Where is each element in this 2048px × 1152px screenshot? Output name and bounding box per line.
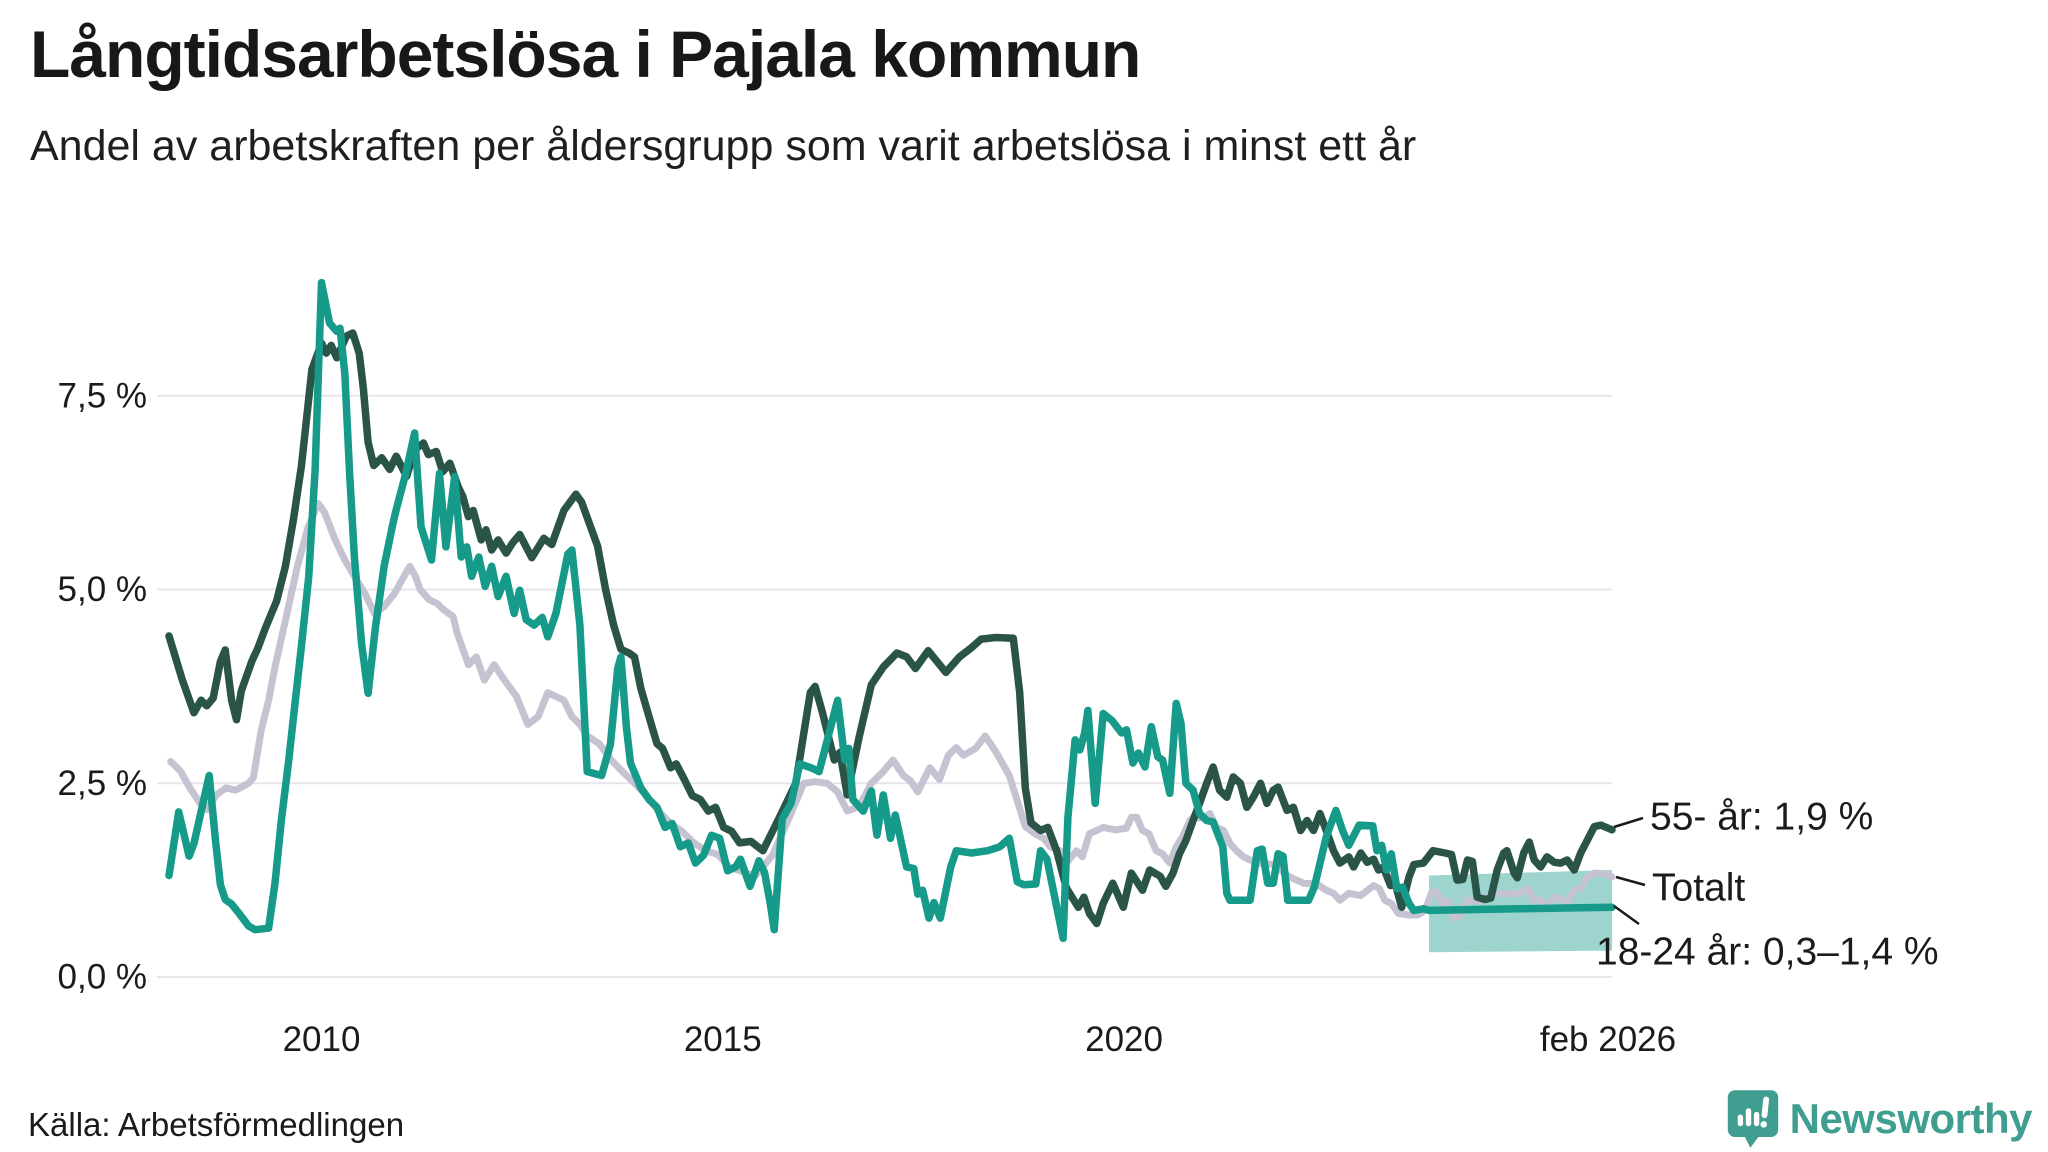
annotation-connector [1613,816,1644,829]
source-note: Källa: Arbetsförmedlingen [28,1106,405,1143]
page-title: Långtidsarbetslösa i Pajala kommun [30,17,1141,91]
y-tick-label: 5,0 % [58,570,148,609]
series-line-totalt [167,500,1616,922]
y-tick-label: 7,5 % [58,376,148,415]
annotation-label: Totalt [1652,867,1745,910]
series-line-18-24-r [165,278,1616,943]
page-subtitle: Andel av arbetskraften per åldersgrupp s… [30,122,1417,170]
x-tick-label: 2010 [283,1020,361,1059]
annotation-label: 18-24 år: 0,3–1,4 % [1596,931,1939,974]
x-tick-label: 2020 [1085,1020,1163,1059]
annotation-connector [1615,875,1646,887]
newsworthy-icon [1727,1090,1778,1148]
annotation-connector [1613,904,1640,926]
y-tick-label: 0,0 % [58,958,148,997]
x-tick-label: 2015 [684,1020,762,1059]
annotation-label: 55- år: 1,9 % [1650,796,1873,839]
series-line-55-r [165,329,1616,928]
brand-logo: Newsworthy [1726,1088,2033,1150]
newsworthy-wordmark: Newsworthy [1789,1095,2033,1142]
y-tick-label: 2,5 % [58,764,148,803]
x-tick-label: feb 2026 [1540,1020,1676,1059]
